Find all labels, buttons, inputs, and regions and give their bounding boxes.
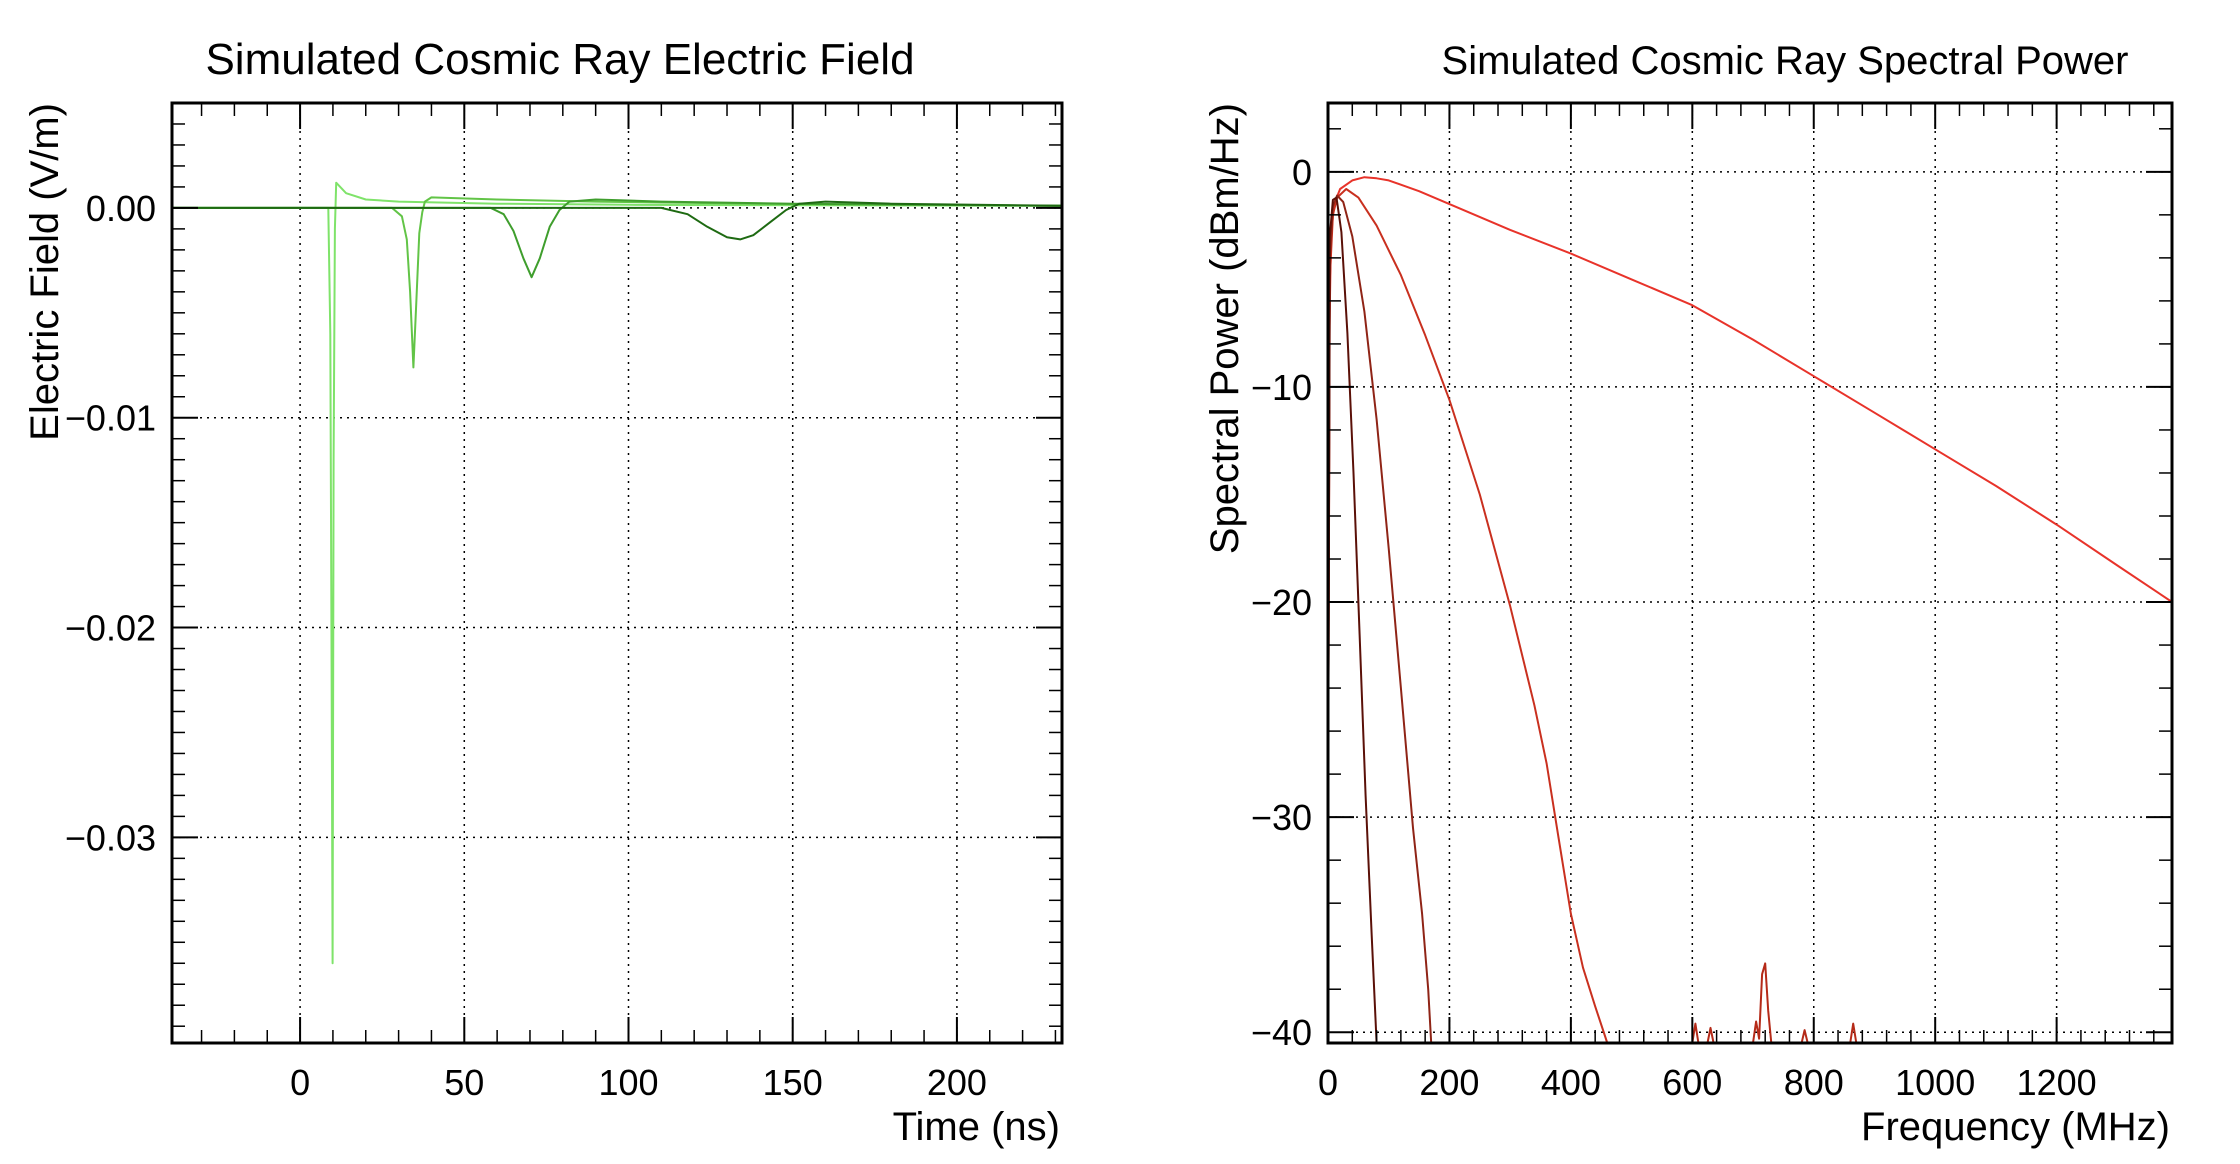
y-tick-label: −0.02 xyxy=(65,608,156,649)
y-tick-label: −0.03 xyxy=(65,817,156,858)
y-tick-label: 0 xyxy=(1292,152,1312,193)
x-tick-label: 150 xyxy=(763,1062,823,1103)
y-tick-label: −0.01 xyxy=(65,398,156,439)
x-tick-label: 200 xyxy=(1419,1062,1479,1103)
chart-title: Simulated Cosmic Ray Spectral Power xyxy=(1442,39,2129,83)
series-group xyxy=(1327,176,2173,1044)
plot-frame xyxy=(1326,101,2174,1045)
x-tick-label: 800 xyxy=(1784,1062,1844,1103)
x-tick-label: 400 xyxy=(1541,1062,1601,1103)
x-tick-label: 1200 xyxy=(2017,1062,2097,1103)
series-line-3 xyxy=(172,198,1063,279)
y-tick-label: −10 xyxy=(1251,367,1312,408)
x-tick-label: 600 xyxy=(1662,1062,1722,1103)
y-tick-label: −20 xyxy=(1251,582,1312,623)
ticks xyxy=(172,102,1062,1043)
series-line-4 xyxy=(1327,196,1378,1044)
series-line-2 xyxy=(172,196,1063,369)
y-tick-label: 0.00 xyxy=(86,188,156,229)
electric-field-chart: Simulated Cosmic Ray Electric Field 0 50 1… xyxy=(23,35,1064,1149)
y-tick-label: −30 xyxy=(1251,797,1312,838)
chart-title: Simulated Cosmic Ray Electric Field xyxy=(205,35,914,84)
grid xyxy=(172,103,1062,1043)
x-tick-label: 200 xyxy=(927,1062,987,1103)
x-tick-label: 1000 xyxy=(1895,1062,1975,1103)
x-axis-label: Frequency (MHz) xyxy=(1861,1105,2170,1149)
x-tick-labels: 0 200 400 600 800 1000 1200 xyxy=(1318,1062,2097,1103)
series-group xyxy=(172,181,1063,965)
x-tick-labels: 0 50 100 150 200 xyxy=(290,1062,987,1103)
y-tick-labels: 0.00 −0.01 −0.02 −0.03 xyxy=(65,188,156,858)
x-tick-label: 50 xyxy=(444,1062,484,1103)
y-tick-label: −40 xyxy=(1251,1012,1312,1053)
series-line-1 xyxy=(1327,176,2173,839)
series-line-1 xyxy=(172,181,1063,965)
series-line-3 xyxy=(1327,194,1433,1044)
series-line-4 xyxy=(172,200,1063,241)
y-tick-labels: 0 −10 −20 −30 −40 xyxy=(1251,152,1312,1053)
plot-frame xyxy=(170,101,1064,1045)
x-axis-label: Time (ns) xyxy=(893,1105,1060,1149)
x-tick-label: 100 xyxy=(598,1062,658,1103)
y-axis-label: Electric Field (V/m) xyxy=(23,103,67,441)
y-axis-label: Spectral Power (dBm/Hz) xyxy=(1203,103,1247,554)
x-tick-label: 0 xyxy=(290,1062,310,1103)
grid xyxy=(1327,103,2172,1043)
x-tick-label: 0 xyxy=(1318,1062,1338,1103)
spectral-power-chart: Simulated Cosmic Ray Spectral Power 0 200… xyxy=(1203,39,2174,1149)
ticks xyxy=(1327,103,2172,1043)
